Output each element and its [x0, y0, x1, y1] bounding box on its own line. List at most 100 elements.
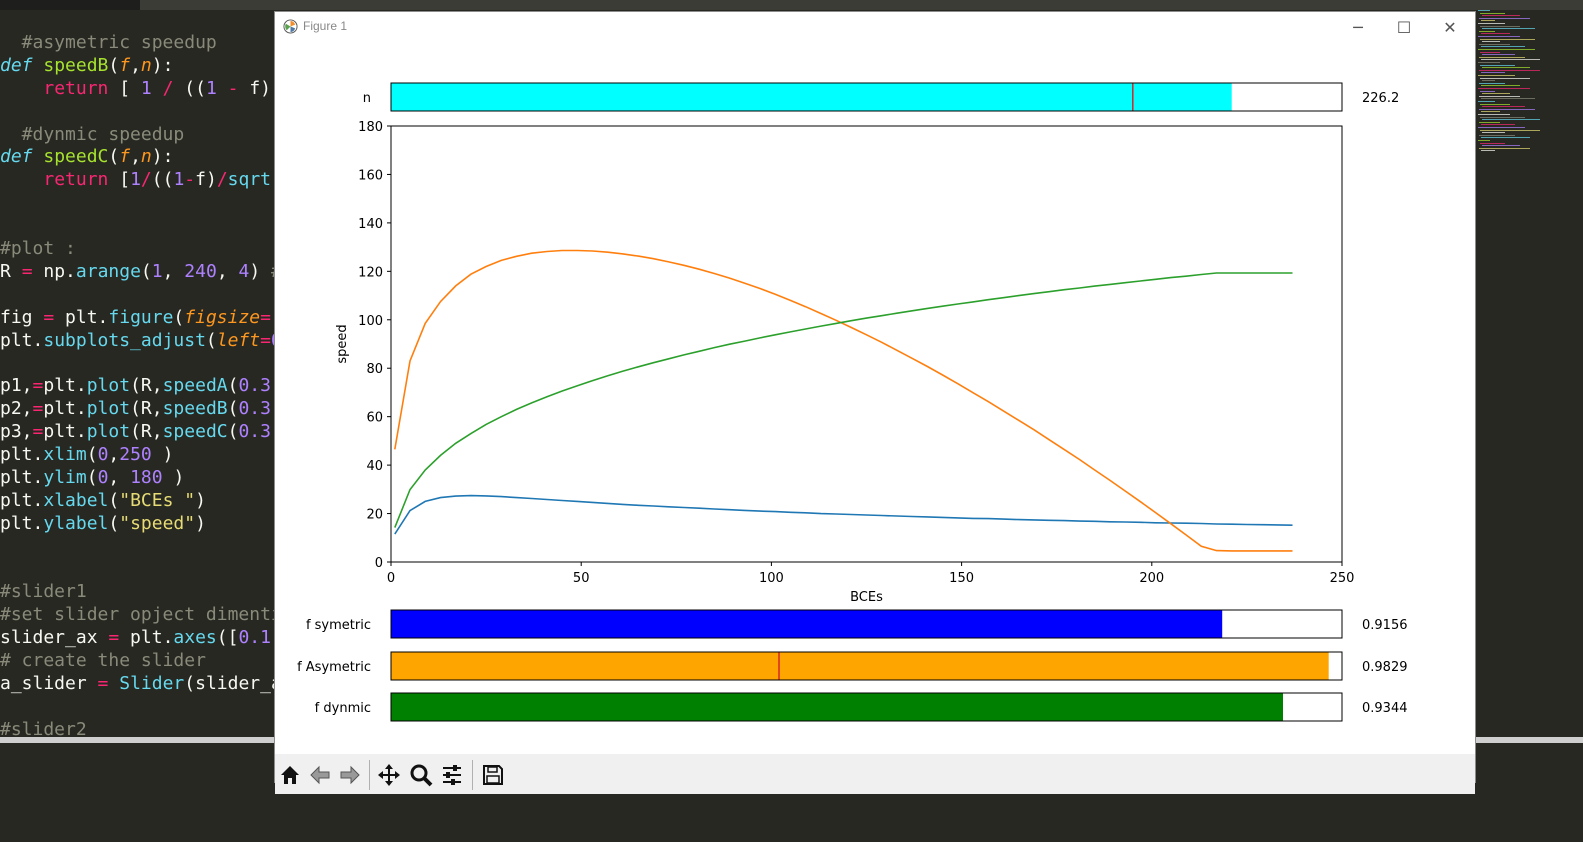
- editor-minimap[interactable]: [1478, 10, 1548, 160]
- minimize-button[interactable]: ─: [1335, 12, 1381, 42]
- code-line: def speedB(f,n):: [0, 55, 282, 78]
- save-button[interactable]: [479, 761, 507, 789]
- code-token: ):: [151, 54, 174, 76]
- code-token: [217, 78, 228, 99]
- minimap-line: [1481, 59, 1540, 61]
- minimap-line: [1479, 56, 1525, 58]
- code-token: #slider2: [0, 718, 87, 740]
- minimap-line: [1481, 33, 1510, 35]
- code-token: #set slider opject dimenti: [0, 604, 282, 626]
- x-tick-label: 200: [1139, 571, 1164, 586]
- minimap-line: [1478, 36, 1520, 37]
- series-line-3: [394, 272, 1293, 528]
- back-button[interactable]: [306, 761, 334, 789]
- code-token: return: [43, 77, 109, 99]
- code-line: plt.subplots_adjust(left=0: [0, 330, 282, 353]
- minimap-line: [1482, 80, 1495, 82]
- code-token: [33, 146, 44, 167]
- window-titlebar[interactable]: Figure 1 ─ ☐ ✕: [275, 12, 1475, 42]
- code-token: plot: [86, 398, 131, 420]
- minimap-line: [1479, 134, 1515, 136]
- home-icon: [281, 766, 299, 784]
- minimap-line: [1481, 85, 1520, 87]
- x-tick-label: 250: [1330, 571, 1355, 586]
- minimap-line: [1480, 38, 1535, 40]
- code-token: #plot :: [0, 238, 76, 260]
- slider-fill-f_asymetric[interactable]: [391, 652, 1329, 680]
- code-line: #plot :: [0, 238, 282, 261]
- matplotlib-logo-icon: [283, 19, 298, 34]
- minimap-line: [1482, 67, 1530, 69]
- code-token: ylim: [43, 466, 87, 488]
- slider-label-f_asymetric: f Asymetric: [297, 660, 371, 675]
- code-token: plt.: [43, 398, 87, 420]
- minimap-line: [1482, 93, 1510, 95]
- code-token: [: [108, 77, 141, 99]
- code-token: (: [108, 146, 120, 168]
- minimap-line: [1480, 25, 1520, 27]
- home-button[interactable]: [276, 761, 304, 789]
- code-token: (: [227, 421, 239, 443]
- forward-button[interactable]: [336, 761, 364, 789]
- code-token: /: [216, 169, 228, 191]
- code-token: [33, 55, 44, 76]
- slider-frame-n: [390, 82, 1343, 112]
- minimap-line: [1481, 150, 1495, 152]
- code-line: #slider1: [0, 581, 282, 604]
- minimap-line: [1479, 69, 1540, 71]
- slider-fill-f_dynmic[interactable]: [391, 693, 1283, 721]
- code-token: (R,: [130, 375, 163, 397]
- code-token: 0.3: [238, 375, 271, 397]
- plot-svg[interactable]: 0 50 100 150 200 250 0 20 40 60 80 100 120 140 160 180 B…: [275, 42, 1475, 754]
- code-token: 1: [205, 77, 217, 99]
- code-line: fig = plt.figure(figsize=(: [0, 307, 282, 330]
- slider-fill-f_symetric[interactable]: [391, 610, 1223, 638]
- code-token: (: [227, 375, 239, 397]
- minimap-line: [1482, 106, 1525, 108]
- figure-canvas[interactable]: 0 50 100 150 200 250 0 20 40 60 80 100 120 140 160 180 B…: [275, 42, 1475, 754]
- maximize-button[interactable]: ☐: [1381, 12, 1427, 42]
- code-line: a_slider = Slider(slider_a: [0, 673, 282, 696]
- zoom-button[interactable]: [407, 761, 435, 789]
- code-line: plt.xlabel("BCEs "): [0, 490, 282, 513]
- x-axis-label: BCEs: [850, 590, 883, 605]
- close-button[interactable]: ✕: [1427, 12, 1473, 42]
- pan-button[interactable]: [375, 761, 403, 789]
- code-line: [0, 352, 282, 375]
- editor-tab[interactable]: [0, 0, 140, 10]
- code-line: plt.ylim(0, 180 ): [0, 467, 282, 490]
- y-tick-label: 20: [366, 508, 383, 523]
- code-token: ((: [151, 169, 174, 191]
- minimap-line: [1479, 43, 1510, 45]
- code-token: ,: [162, 260, 185, 282]
- y-tick-label: 140: [358, 217, 383, 232]
- minimap-line: [1478, 88, 1530, 89]
- code-line: [0, 215, 282, 238]
- slider-fill-n[interactable]: [391, 83, 1232, 111]
- code-line: p2,=plt.plot(R,speedB(0.3,: [0, 398, 282, 421]
- slider-frame-f_dynmic: [390, 692, 1343, 722]
- code-token: (: [227, 398, 239, 420]
- minimap-line: [1480, 12, 1505, 14]
- code-line: [0, 558, 282, 581]
- configure-subplots-button[interactable]: [438, 761, 466, 789]
- code-token: 0.1: [238, 627, 271, 649]
- minimap-line: [1480, 90, 1495, 92]
- y-tick-label: 120: [358, 265, 383, 280]
- code-token: ): [249, 260, 272, 282]
- code-line: def speedC(f,n):: [0, 146, 282, 169]
- code-token: subplots_adjust: [43, 329, 206, 351]
- code-token: (: [108, 489, 120, 511]
- code-token: def: [0, 54, 33, 76]
- minimap-line: [1482, 119, 1540, 121]
- configure-icon: [443, 765, 461, 785]
- code-line: slider_ax = plt.axes([0.1,: [0, 627, 282, 650]
- code-token: =: [32, 398, 44, 420]
- code-token: plt.: [43, 421, 87, 443]
- code-token: plt.: [0, 329, 44, 351]
- code-token: n: [140, 54, 152, 76]
- code-token: #asymetric speedup: [0, 32, 217, 53]
- save-icon: [483, 765, 503, 785]
- code-line: [0, 101, 282, 124]
- minimap-line: [1479, 17, 1530, 19]
